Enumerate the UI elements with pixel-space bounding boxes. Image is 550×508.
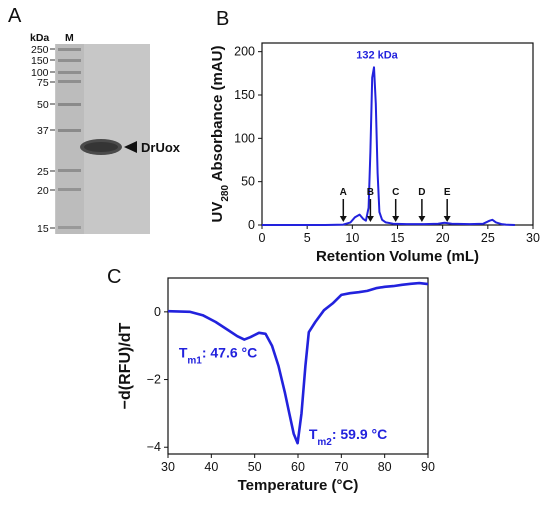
x-tick-label: 70: [334, 460, 348, 474]
ladder-label: 15: [37, 223, 49, 235]
marker-band-150: [58, 59, 81, 62]
standard-marker-label: A: [340, 187, 347, 198]
ladder-label: 20: [37, 185, 49, 197]
x-tick-label: 30: [161, 460, 175, 474]
marker-band-25: [58, 169, 81, 172]
peak-annotation: 132 kDa: [356, 49, 398, 61]
marker-band-50: [58, 103, 81, 106]
standard-marker-arrowhead: [366, 216, 374, 222]
y-axis-label: UV280 Absorbance (mAU): [209, 46, 231, 223]
tm-annotation: Tm1: 47.6 °C: [179, 345, 257, 367]
x-tick-label: 0: [259, 231, 266, 245]
x-tick-label: 30: [526, 231, 540, 245]
ladder-label: 25: [37, 166, 49, 178]
x-tick-label: 25: [481, 231, 495, 245]
marker-ladder-labels: 250 150 100 75 50 37 25 20 15: [31, 44, 49, 235]
x-tick-label: 5: [304, 231, 311, 245]
standard-marker-arrowhead: [392, 216, 400, 222]
ladder-label: 50: [37, 99, 49, 111]
y-tick-label: 200: [234, 45, 255, 59]
x-tick-label: 60: [291, 460, 305, 474]
y-tick-label: −2: [147, 373, 161, 387]
x-tick-label: 20: [436, 231, 450, 245]
chromatogram-chart: 0 5 10 15 20 25 30 0 50 100 150 200 Retention Volume…: [209, 42, 540, 265]
marker-band-100: [58, 71, 81, 74]
kda-unit-label: kDa: [30, 32, 49, 44]
panel-b-letter: B: [216, 8, 229, 30]
plot-frame: [167, 277, 429, 455]
ladder-label: 100: [31, 67, 49, 79]
tm-annotation: Tm2: 59.9 °C: [309, 426, 387, 448]
marker-band-75: [58, 80, 81, 83]
x-tick-label: 40: [204, 460, 218, 474]
ladder-label: 75: [37, 77, 49, 89]
marker-lane-label: M: [65, 32, 74, 44]
series-line: [167, 281, 429, 445]
standard-marker-label: E: [444, 187, 451, 198]
ladder-ticks: [50, 48, 55, 229]
y-axis-label: −d(RFU)/dT: [117, 322, 134, 409]
y-tick-label: −4: [147, 440, 161, 454]
standard-marker-arrowhead: [443, 216, 451, 222]
standard-marker-label: C: [392, 187, 399, 198]
y-tick-label: 50: [241, 175, 255, 189]
y-tick-label: 100: [234, 131, 255, 145]
x-axis-label: Retention Volume (mL): [316, 248, 479, 265]
x-tick-label: 90: [421, 460, 435, 474]
marker-band-250: [58, 48, 81, 51]
standard-marker-arrowhead: [339, 216, 347, 222]
x-tick-label: 50: [248, 460, 262, 474]
marker-band-37: [58, 129, 81, 132]
band-label: DrUox: [141, 140, 181, 155]
standard-marker-label: D: [418, 187, 425, 198]
panel-a-letter: A: [8, 5, 22, 27]
x-axis-label: Temperature (°C): [238, 477, 359, 494]
sds-page-gel: [55, 44, 150, 234]
ladder-label: 150: [31, 55, 49, 67]
x-tick-label: 80: [378, 460, 392, 474]
standard-marker-label: B: [367, 187, 374, 198]
ladder-label: 250: [31, 44, 49, 56]
x-tick-label: 15: [391, 231, 405, 245]
standard-marker-arrowhead: [418, 216, 426, 222]
ladder-label: 37: [37, 125, 49, 137]
marker-band-15: [58, 226, 81, 229]
y-tick-label: 150: [234, 88, 255, 102]
panel-c-letter: C: [107, 266, 121, 288]
y-tick-label: 0: [248, 218, 255, 232]
marker-band-20: [58, 188, 81, 191]
y-tick-label: 0: [154, 305, 161, 319]
band-pointer-arrow: [124, 141, 137, 153]
series-line: [262, 66, 515, 226]
thermal-shift-chart: 30 40 50 60 70 80 90 −4 −2 0 Temperature (°C) −d(RF…: [117, 277, 435, 494]
x-tick-label: 10: [345, 231, 359, 245]
